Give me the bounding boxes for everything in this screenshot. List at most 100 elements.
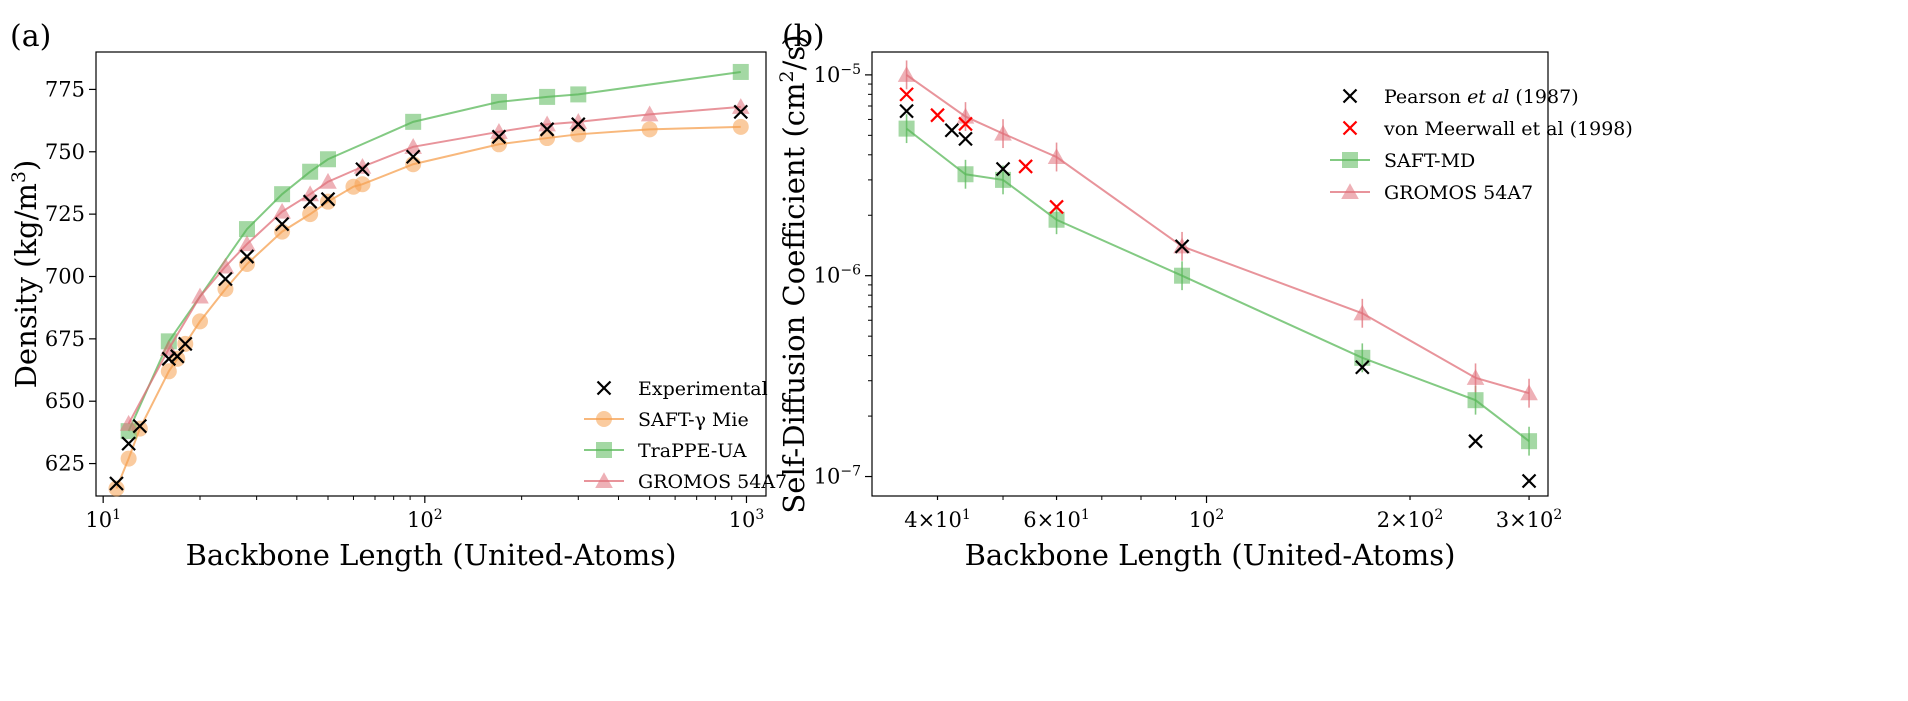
series-saft-md [898, 114, 1538, 456]
data-point [1018, 159, 1033, 174]
series-gromos-54a7 [119, 98, 750, 431]
data-point [119, 414, 138, 431]
panel-b-y-label-sup: 2 [776, 70, 798, 82]
data-point [274, 216, 290, 232]
data-point [319, 172, 337, 189]
data-point [109, 476, 124, 491]
panel-b-legend: Pearson et al (1987) von Meerwall et al (… [1330, 86, 1633, 204]
panel-a-series [108, 63, 750, 497]
legend-label: TraPPE-UA [638, 440, 747, 462]
data-point [957, 166, 974, 183]
x-tick-label: 103 [729, 507, 765, 532]
panel-b-axes-frame [871, 51, 1549, 497]
legend-label: Experimental [638, 378, 768, 400]
panel-a-density-chart: (a) 101 102 103 625 650 675 700 725 750 775 Back… [8, 19, 787, 572]
legend-marker [595, 472, 613, 489]
data-point [897, 66, 916, 82]
legend-item-gromos-54a7: GROMOS 54A7 [584, 471, 787, 493]
data-point [641, 121, 658, 138]
y-tick-label: 750 [45, 140, 85, 164]
legend-marker [1342, 88, 1358, 104]
data-point [956, 107, 975, 124]
data-point [570, 126, 587, 143]
data-point [1521, 433, 1538, 450]
data-point [355, 161, 370, 177]
panel-b-y-label-main: Self-Diffusion Coefficient (cm [777, 82, 811, 513]
data-point [539, 122, 555, 137]
data-point [570, 86, 587, 103]
data-point [899, 87, 914, 102]
data-point [353, 157, 372, 174]
x-tick-label: 102 [407, 507, 443, 532]
legend-label: GROMOS 54A7 [1384, 182, 1533, 204]
data-point [1466, 369, 1485, 385]
y-tick-label: 700 [45, 264, 85, 288]
panel-b-y-ticks: 10−7 10−6 10−5 [814, 62, 872, 489]
panel-b-series [897, 60, 1538, 489]
panel-a-axes-frame [95, 51, 767, 497]
panel-a-y-label-main: Density (kg/m [9, 183, 43, 388]
data-point [302, 163, 319, 180]
x-tick-label: 2×102 [1377, 507, 1444, 532]
panel-b-x-axis-label: Backbone Length (United-Atoms) [965, 538, 1456, 572]
data-point [405, 113, 422, 130]
legend-label: von Meerwall et al (1998) [1383, 118, 1633, 140]
legend-marker [1342, 120, 1358, 136]
y-tick-label: 650 [45, 389, 85, 413]
data-point [930, 107, 945, 123]
legend-item-saft-mie: SAFT-γ Mie [584, 409, 749, 431]
data-point [1468, 433, 1483, 449]
data-point [995, 171, 1012, 188]
legend-item-trappe-ua: TraPPE-UA [584, 440, 747, 462]
data-point [995, 161, 1011, 177]
data-point [571, 117, 586, 132]
data-point [1355, 359, 1370, 375]
x-tick-label: 102 [1189, 507, 1225, 532]
data-point [731, 98, 750, 114]
data-point [1049, 199, 1064, 215]
y-tick-label: 725 [45, 202, 85, 226]
data-point [405, 149, 421, 165]
data-point [898, 120, 915, 137]
data-point [121, 436, 136, 451]
data-point [1521, 473, 1537, 489]
series-pearson-et-al-1987 [899, 103, 1537, 489]
panel-a-x-axis-label: Backbone Length (United-Atoms) [186, 538, 677, 572]
data-point [491, 129, 507, 145]
data-point [218, 271, 233, 287]
series-line [127, 105, 741, 425]
data-point [539, 88, 556, 105]
data-point [1047, 148, 1066, 165]
x-tick-label: 101 [85, 507, 121, 532]
data-point [569, 113, 588, 129]
panel-b-label: (b) [782, 19, 825, 54]
y-tick-label: 10−7 [814, 464, 861, 489]
data-point [1174, 267, 1191, 284]
data-point [1520, 384, 1538, 401]
data-point [538, 115, 556, 132]
legend-label: Pearson et al (1987) [1384, 86, 1579, 108]
data-point [539, 130, 556, 147]
panel-b-diffusion-chart: (b) 4×101 6×101 102 2×102 3×102 10−7 10−6 10−5… [776, 19, 1633, 572]
data-point [108, 480, 125, 497]
data-point [944, 122, 960, 138]
series-gromos-54a7 [897, 60, 1538, 408]
legend-marker [1342, 152, 1358, 168]
data-point [238, 221, 255, 238]
data-point [239, 249, 255, 264]
data-point [177, 336, 193, 352]
data-point [216, 257, 235, 274]
data-point [1353, 304, 1372, 321]
legend-item-von-meerwall-et-al-1998: von Meerwall et al (1998) [1342, 118, 1633, 140]
panel-a-y-label-end: ) [9, 160, 43, 171]
legend-marker [596, 411, 612, 427]
data-point [320, 191, 336, 207]
data-point [958, 131, 973, 147]
data-point [1174, 239, 1190, 254]
legend-item-pearson-et-al-1987: Pearson et al (1987) [1342, 86, 1579, 108]
panel-a-label: (a) [10, 19, 51, 54]
legend-item-experimental: Experimental [596, 378, 768, 400]
data-point [273, 202, 291, 219]
data-point [238, 256, 255, 273]
panel-b-y-label-end: /s) [777, 34, 811, 70]
